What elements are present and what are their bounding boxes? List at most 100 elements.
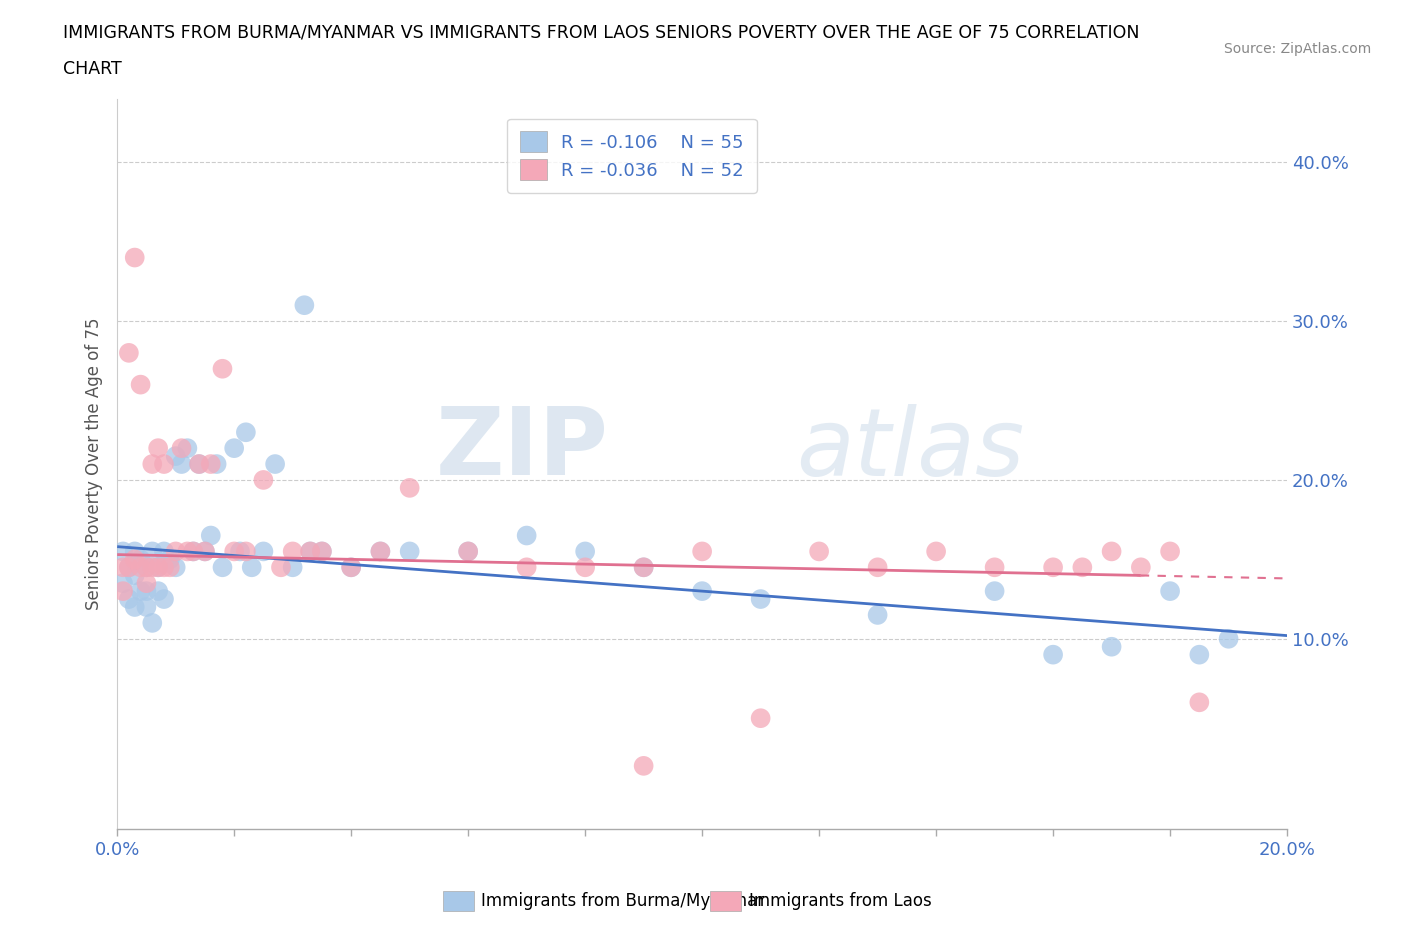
Point [398,544,420,559]
Point [135,560,157,575]
Point [188,457,211,472]
Point [200,457,222,472]
Point [112,544,135,559]
Point [124,551,146,566]
Point [983,560,1005,575]
Point [112,576,135,591]
Point [370,544,392,559]
Point [141,560,163,575]
Point [516,560,538,575]
Point [170,457,193,472]
Point [370,544,392,559]
Point [690,544,713,559]
Point [129,584,152,599]
Point [340,560,363,575]
Point [925,544,948,559]
Point [281,560,304,575]
Point [1188,647,1211,662]
Point [141,457,163,472]
Point [633,759,655,774]
Point [866,607,889,622]
Point [118,560,141,575]
Text: Immigrants from Laos: Immigrants from Laos [749,892,932,910]
Point [866,560,889,575]
Point [181,544,204,559]
Point [135,584,157,599]
Point [311,544,333,559]
Text: Immigrants from Burma/Myanmar: Immigrants from Burma/Myanmar [481,892,763,910]
Point [690,584,713,599]
Point [235,544,257,559]
Point [146,560,169,575]
Point [176,544,198,559]
Point [211,361,233,376]
Point [118,345,141,360]
Point [340,560,363,575]
Point [457,544,479,559]
Point [808,544,831,559]
Point [141,616,163,631]
Point [153,591,176,606]
Point [159,560,181,575]
Point [574,560,596,575]
Point [135,576,157,591]
Point [1071,560,1094,575]
Point [292,298,315,312]
Point [146,441,169,456]
Point [181,544,204,559]
Point [299,544,322,559]
Point [252,544,274,559]
Point [633,560,655,575]
Text: atlas: atlas [796,404,1024,495]
Point [1159,584,1181,599]
Point [129,551,152,566]
Point [146,560,169,575]
Point [165,544,187,559]
Point [224,544,246,559]
Text: Source: ZipAtlas.com: Source: ZipAtlas.com [1223,42,1371,56]
Point [270,560,292,575]
Point [1101,544,1123,559]
Point [224,441,246,456]
Point [633,560,655,575]
Point [153,457,176,472]
Point [165,448,187,463]
Point [1188,695,1211,710]
Point [1129,560,1152,575]
Point [205,457,228,472]
Point [1218,631,1240,646]
Point [170,441,193,456]
Point [299,544,322,559]
Point [118,591,141,606]
Point [240,560,263,575]
Point [194,544,217,559]
Point [153,544,176,559]
Legend: R = -0.106    N = 55, R = -0.036    N = 52: R = -0.106 N = 55, R = -0.036 N = 52 [508,119,756,193]
Point [146,584,169,599]
Point [124,600,146,615]
Point [574,544,596,559]
Point [252,472,274,487]
Point [200,528,222,543]
Point [516,528,538,543]
Point [1042,647,1064,662]
Point [129,560,152,575]
Point [749,591,772,606]
Point [235,425,257,440]
Point [159,551,181,566]
Point [1101,639,1123,654]
Point [211,560,233,575]
Point [112,560,135,575]
Point [124,250,146,265]
Point [141,544,163,559]
Point [188,457,211,472]
Point [118,560,141,575]
Point [165,560,187,575]
Point [264,457,287,472]
Text: IMMIGRANTS FROM BURMA/MYANMAR VS IMMIGRANTS FROM LAOS SENIORS POVERTY OVER THE A: IMMIGRANTS FROM BURMA/MYANMAR VS IMMIGRA… [63,23,1140,41]
Point [176,441,198,456]
Point [135,560,157,575]
Point [398,481,420,496]
Y-axis label: Seniors Poverty Over the Age of 75: Seniors Poverty Over the Age of 75 [86,318,103,610]
Text: CHART: CHART [63,60,122,78]
